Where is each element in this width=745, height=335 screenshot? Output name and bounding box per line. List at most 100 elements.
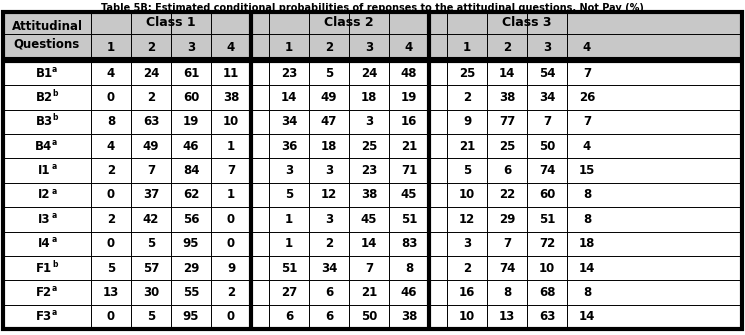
Text: 60: 60 — [539, 189, 555, 201]
Bar — [3, 85, 742, 110]
Text: I2: I2 — [38, 189, 50, 201]
Text: 23: 23 — [361, 164, 377, 177]
Text: 8: 8 — [583, 286, 591, 299]
Text: B2: B2 — [36, 91, 53, 104]
Text: 13: 13 — [499, 310, 515, 323]
Text: 50: 50 — [361, 310, 377, 323]
Text: F2: F2 — [36, 286, 52, 299]
Text: 16: 16 — [401, 116, 417, 128]
Text: 3: 3 — [463, 237, 471, 250]
Text: 3: 3 — [325, 213, 333, 226]
Text: 3: 3 — [325, 164, 333, 177]
Bar — [3, 256, 742, 280]
Text: 45: 45 — [361, 213, 377, 226]
Text: 14: 14 — [361, 237, 377, 250]
Text: 10: 10 — [539, 262, 555, 275]
Text: 8: 8 — [583, 213, 591, 226]
Text: 95: 95 — [183, 310, 199, 323]
Text: 7: 7 — [365, 262, 373, 275]
Text: B4: B4 — [35, 140, 53, 153]
Text: 21: 21 — [401, 140, 417, 153]
Text: 77: 77 — [499, 116, 515, 128]
Text: 18: 18 — [361, 91, 377, 104]
Text: 37: 37 — [143, 189, 159, 201]
Text: 84: 84 — [183, 164, 199, 177]
Text: F3: F3 — [36, 310, 52, 323]
Text: 63: 63 — [539, 310, 555, 323]
Text: 2: 2 — [147, 41, 155, 54]
Text: 5: 5 — [147, 237, 155, 250]
Text: 6: 6 — [285, 310, 293, 323]
Text: 7: 7 — [227, 164, 235, 177]
Text: a: a — [52, 308, 57, 317]
Text: a: a — [52, 284, 57, 293]
Text: 9: 9 — [227, 262, 235, 275]
Text: 60: 60 — [183, 91, 199, 104]
Text: 2: 2 — [147, 91, 155, 104]
Text: 5: 5 — [325, 67, 333, 80]
Text: 29: 29 — [499, 213, 516, 226]
Text: 8: 8 — [405, 262, 413, 275]
Text: a: a — [52, 65, 57, 74]
Text: 71: 71 — [401, 164, 417, 177]
Text: 21: 21 — [459, 140, 475, 153]
Bar — [3, 280, 742, 305]
Text: 22: 22 — [499, 189, 515, 201]
Text: 3: 3 — [365, 116, 373, 128]
Text: 5: 5 — [463, 164, 471, 177]
Text: 25: 25 — [459, 67, 475, 80]
Text: 14: 14 — [281, 91, 297, 104]
Text: 0: 0 — [107, 310, 115, 323]
Text: 3: 3 — [543, 41, 551, 54]
Text: 0: 0 — [107, 189, 115, 201]
Text: B3: B3 — [36, 116, 53, 128]
Text: 55: 55 — [183, 286, 199, 299]
Text: 38: 38 — [499, 91, 516, 104]
Text: 36: 36 — [281, 140, 297, 153]
Text: Attitudinal
Questions: Attitudinal Questions — [11, 20, 83, 51]
Text: 18: 18 — [321, 140, 337, 153]
Text: 14: 14 — [579, 262, 595, 275]
Text: 10: 10 — [459, 189, 475, 201]
Text: 51: 51 — [539, 213, 555, 226]
Text: 29: 29 — [183, 262, 199, 275]
Text: B1: B1 — [36, 67, 53, 80]
Bar — [3, 183, 742, 207]
Text: 2: 2 — [325, 41, 333, 54]
Text: 34: 34 — [321, 262, 337, 275]
Text: 4: 4 — [107, 67, 115, 80]
Text: 51: 51 — [281, 262, 297, 275]
Text: 25: 25 — [361, 140, 377, 153]
Text: 21: 21 — [361, 286, 377, 299]
Text: 57: 57 — [143, 262, 159, 275]
Text: 63: 63 — [143, 116, 159, 128]
Text: 0: 0 — [107, 91, 115, 104]
Text: 1: 1 — [285, 237, 293, 250]
Text: F1: F1 — [36, 262, 52, 275]
Bar — [3, 305, 742, 329]
Text: 13: 13 — [103, 286, 119, 299]
Text: 72: 72 — [539, 237, 555, 250]
Text: 6: 6 — [325, 286, 333, 299]
Text: b: b — [52, 89, 57, 98]
Text: 49: 49 — [321, 91, 337, 104]
Text: Class 2: Class 2 — [324, 16, 374, 29]
Text: 4: 4 — [583, 140, 591, 153]
Text: 10: 10 — [459, 310, 475, 323]
Text: 47: 47 — [321, 116, 337, 128]
Text: 3: 3 — [285, 164, 293, 177]
Text: 0: 0 — [107, 237, 115, 250]
Text: 45: 45 — [401, 189, 417, 201]
Text: 19: 19 — [401, 91, 417, 104]
Text: Table 5B: Estimated conditional probabilities of reponses to the attitudinal que: Table 5B: Estimated conditional probabil… — [101, 3, 644, 13]
Text: 38: 38 — [361, 189, 377, 201]
Text: 18: 18 — [579, 237, 595, 250]
Text: 12: 12 — [321, 189, 337, 201]
Text: 5: 5 — [147, 310, 155, 323]
Text: 4: 4 — [107, 140, 115, 153]
Text: 51: 51 — [401, 213, 417, 226]
Text: 61: 61 — [183, 67, 199, 80]
Text: 38: 38 — [223, 91, 239, 104]
Text: 2: 2 — [227, 286, 235, 299]
Text: 2: 2 — [463, 91, 471, 104]
